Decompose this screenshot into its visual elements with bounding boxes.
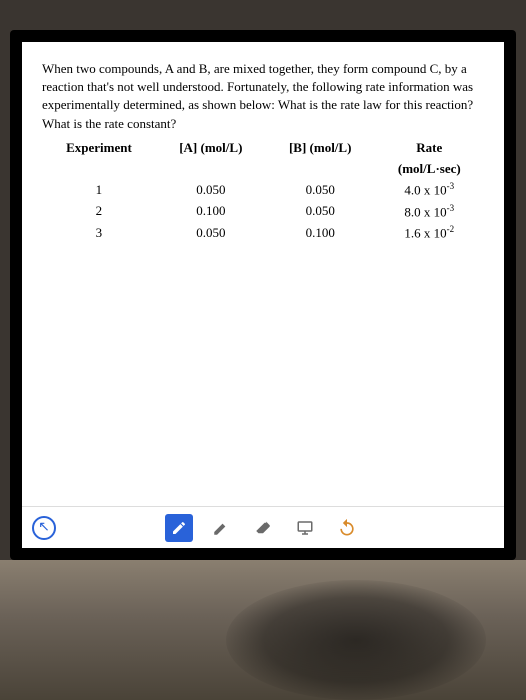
table-row: 2 0.100 0.050 8.0 x 10-3 xyxy=(42,201,484,223)
toolbar: ↖ xyxy=(22,506,504,548)
problem-text: When two compounds, A and B, are mixed t… xyxy=(42,60,484,133)
eraser-icon xyxy=(254,519,272,537)
col-a: [A] (mol/L) xyxy=(156,137,266,159)
pencil-button[interactable] xyxy=(207,514,235,542)
desk-area xyxy=(0,560,526,700)
table-row: 1 0.050 0.050 4.0 x 10-3 xyxy=(42,179,484,201)
rate-unit: (mol/L·sec) xyxy=(375,159,484,179)
table-row: 3 0.050 0.100 1.6 x 10-2 xyxy=(42,222,484,244)
monitor-frame: When two compounds, A and B, are mixed t… xyxy=(10,30,516,560)
pencil-icon xyxy=(212,519,230,537)
undo-button[interactable] xyxy=(333,514,361,542)
toolbar-center xyxy=(165,514,361,542)
pen-button[interactable] xyxy=(165,514,193,542)
screen-icon xyxy=(296,519,314,537)
col-b: [B] (mol/L) xyxy=(266,137,375,159)
pointer-button[interactable]: ↖ xyxy=(32,516,56,540)
table-header-row: Experiment [A] (mol/L) [B] (mol/L) Rate xyxy=(42,137,484,159)
table-unit-row: (mol/L·sec) xyxy=(42,159,484,179)
screen-button[interactable] xyxy=(291,514,319,542)
undo-icon xyxy=(337,518,357,538)
slide-content: When two compounds, A and B, are mixed t… xyxy=(22,42,504,506)
col-rate: Rate xyxy=(375,137,484,159)
screen: When two compounds, A and B, are mixed t… xyxy=(22,42,504,548)
foreground-shadow xyxy=(226,580,486,700)
pointer-icon: ↖ xyxy=(38,519,50,536)
col-experiment: Experiment xyxy=(42,137,156,159)
pen-icon xyxy=(171,520,187,536)
eraser-button[interactable] xyxy=(249,514,277,542)
rate-table: Experiment [A] (mol/L) [B] (mol/L) Rate … xyxy=(42,137,484,244)
